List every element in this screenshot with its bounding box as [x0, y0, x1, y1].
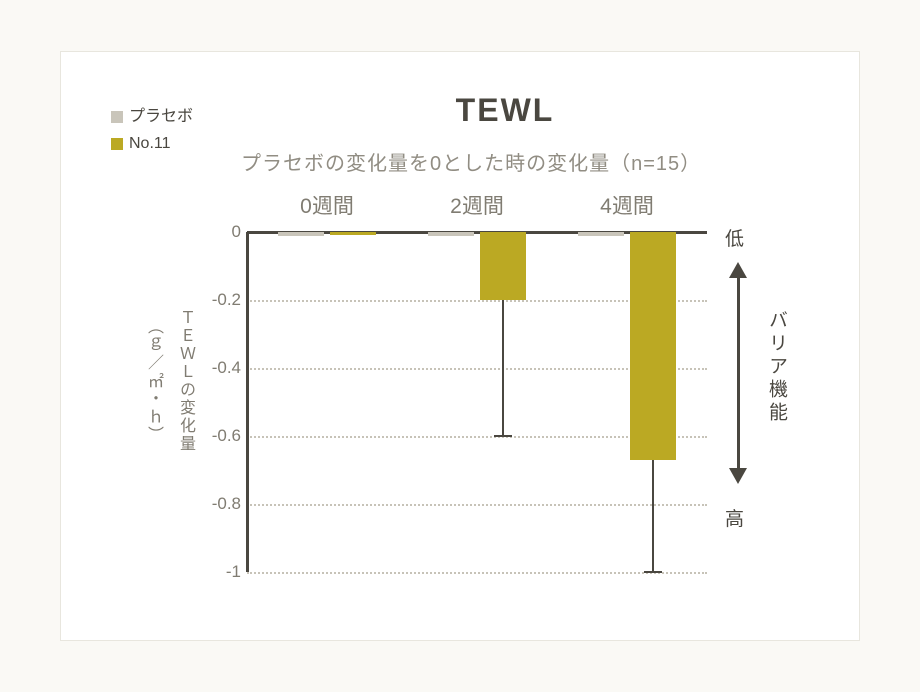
ytick-5: -1 [226, 562, 241, 582]
chart-subtitle: プラセボの変化量を0とした時の変化量（n=15） [241, 147, 809, 176]
legend: プラセボ No.11 [111, 103, 231, 157]
subtitle-row: プラセボ No.11 プラセボの変化量を0とした時の変化量（n=15） [111, 147, 809, 176]
xcat-2: 4週間 [600, 190, 654, 220]
right-label-bottom: 高 [725, 504, 744, 531]
arrow-shaft [737, 278, 740, 468]
ytick-0: 0 [232, 222, 241, 242]
y-axis: 0 -0.2 -0.4 -0.6 -0.8 -1 [203, 232, 247, 572]
ytick-1: -0.2 [212, 290, 241, 310]
legend-item-placebo: プラセボ [111, 103, 231, 130]
legend-label-placebo: プラセボ [129, 103, 193, 130]
xcat-1: 2週間 [450, 190, 504, 220]
bar-placebo [278, 232, 324, 236]
y-label-unit: （ｇ／㎡・ｈ） [141, 318, 165, 444]
plot: 0週間 2週間 4週間 低 バリア機能 高 [247, 190, 707, 572]
bar-no11 [630, 232, 676, 460]
plot-area [247, 232, 707, 572]
error-bar [652, 460, 654, 572]
barrier-arrow [727, 262, 749, 484]
y-label-group: （ｇ／㎡・ｈ） ＴＥＷＬの変化量 [141, 190, 197, 572]
ytick-4: -0.8 [212, 494, 241, 514]
legend-item-no11: No.11 [111, 130, 231, 157]
ytick-2: -0.4 [212, 358, 241, 378]
error-bar [502, 300, 504, 436]
error-cap [644, 571, 662, 573]
legend-label-no11: No.11 [129, 130, 171, 157]
error-cap [494, 435, 512, 437]
gridline [247, 572, 707, 574]
right-side-label: バリア機能 [763, 310, 790, 425]
arrow-down-icon [729, 468, 747, 484]
chart-title: TEWL [201, 92, 809, 129]
legend-swatch-placebo [111, 111, 123, 123]
ytick-3: -0.6 [212, 426, 241, 446]
chart-wrap: （ｇ／㎡・ｈ） ＴＥＷＬの変化量 0 -0.2 -0.4 -0.6 -0.8 -… [141, 190, 809, 572]
bar-placebo [578, 232, 624, 236]
chart-card: TEWL プラセボ No.11 プラセボの変化量を0とした時の変化量（n=15）… [60, 51, 860, 641]
arrow-up-icon [729, 262, 747, 278]
bar-no11 [480, 232, 526, 300]
bar-placebo [428, 232, 474, 236]
y-axis-line [246, 232, 249, 572]
right-label-top: 低 [725, 224, 744, 251]
y-label-main: ＴＥＷＬの変化量 [173, 309, 197, 453]
gridline [247, 504, 707, 506]
bar-no11 [330, 232, 376, 235]
legend-swatch-no11 [111, 138, 123, 150]
xcat-0: 0週間 [300, 190, 354, 220]
